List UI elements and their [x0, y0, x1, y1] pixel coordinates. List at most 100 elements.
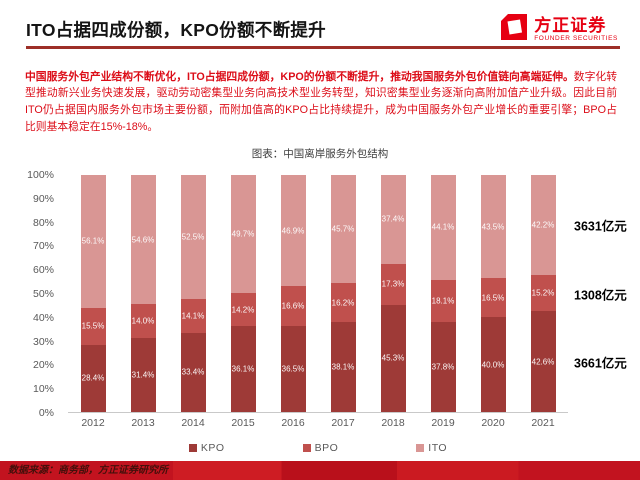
- y-tick-0: 0%: [38, 407, 54, 419]
- logo-subtitle: FOUNDER SECURITIES: [534, 34, 618, 42]
- annotation-ito: 3631亿元: [574, 219, 627, 234]
- data-source-note: 数据来源：商务部，方正证券研究所: [8, 465, 168, 476]
- segment-ito-2018: 37.4%: [380, 175, 406, 264]
- segment-kpo-2013: 31.4%: [130, 337, 156, 412]
- segment-value-label: 45.3%: [381, 353, 405, 363]
- segment-bpo-2016: 16.6%: [280, 286, 306, 326]
- segment-bpo-2015: 14.2%: [230, 292, 256, 327]
- bar-2020: 40.0% 16.5% 43.5%: [480, 175, 506, 412]
- x-tick-2015: 2015: [231, 417, 255, 429]
- segment-value-label: 36.5%: [281, 364, 305, 374]
- founder-securities-logo: 方正证券 FOUNDER SECURITIES: [499, 12, 618, 47]
- legend-item-bpo: BPO: [302, 442, 339, 454]
- segment-value-label: 40.0%: [481, 360, 505, 370]
- segment-value-label: 15.5%: [81, 321, 105, 331]
- title-underline: [26, 46, 620, 49]
- segment-value-label: 17.3%: [381, 279, 405, 289]
- footer-band: 数据来源：商务部，方正证券研究所: [0, 461, 640, 480]
- segment-kpo-2016: 36.5%: [280, 325, 306, 412]
- segment-bpo-2020: 16.5%: [480, 278, 506, 318]
- plot-area: 28.4% 15.5% 56.1% 31.4% 14.0% 54.6% 33.4% 14.1%…: [68, 175, 568, 413]
- y-axis: 0% 10% 20% 30% 40% 50% 60% 70% 80% 90% 100%: [14, 169, 58, 419]
- segment-kpo-2014: 33.4%: [180, 332, 206, 412]
- segment-value-label: 16.6%: [281, 301, 305, 311]
- segment-value-label: 14.1%: [181, 311, 205, 321]
- segment-ito-2016: 46.9%: [280, 175, 306, 287]
- bar-2012: 28.4% 15.5% 56.1%: [80, 175, 106, 412]
- segment-bpo-2017: 16.2%: [330, 283, 356, 322]
- segment-kpo-2018: 45.3%: [380, 304, 406, 412]
- segment-bpo-2014: 14.1%: [180, 299, 206, 333]
- segment-value-label: 37.8%: [431, 362, 455, 372]
- x-tick-2014: 2014: [181, 417, 205, 429]
- segment-ito-2013: 54.6%: [130, 175, 156, 305]
- annotation-bpo: 1308亿元: [574, 288, 627, 303]
- x-tick-2013: 2013: [131, 417, 155, 429]
- legend-label-ito: ITO: [428, 442, 448, 454]
- bar-2017: 38.1% 16.2% 45.7%: [330, 175, 356, 412]
- segment-value-label: 42.2%: [531, 220, 555, 230]
- x-tick-2019: 2019: [431, 417, 455, 429]
- segment-ito-2017: 45.7%: [330, 175, 356, 284]
- legend-item-ito: ITO: [416, 442, 447, 454]
- segment-value-label: 18.1%: [431, 296, 455, 306]
- bar-2018: 45.3% 17.3% 37.4%: [380, 175, 406, 412]
- page-title: ITO占据四成份额，KPO份额不断提升: [26, 20, 326, 40]
- x-tick-2017: 2017: [331, 417, 355, 429]
- y-tick-90: 90%: [32, 192, 54, 205]
- segment-ito-2015: 49.7%: [230, 175, 256, 293]
- segment-value-label: 42.6%: [531, 357, 555, 367]
- segment-value-label: 31.4%: [131, 370, 155, 380]
- segment-ito-2012: 56.1%: [80, 175, 106, 308]
- segment-bpo-2012: 15.5%: [80, 307, 106, 345]
- x-axis: 2012 2013 2014 2015 2016 2017 2018 2019 2020 2021: [68, 417, 568, 429]
- segment-value-label: 38.1%: [331, 362, 355, 372]
- legend-swatch-ito: [416, 444, 425, 452]
- chart-legend: KPO BPO ITO: [68, 442, 568, 454]
- segment-value-label: 49.7%: [231, 229, 255, 239]
- segment-value-label: 33.4%: [181, 367, 205, 377]
- segment-kpo-2017: 38.1%: [330, 321, 356, 412]
- segment-kpo-2019: 37.8%: [430, 322, 456, 412]
- segment-value-label: 15.2%: [531, 288, 555, 298]
- segment-value-label: 14.2%: [231, 305, 255, 315]
- segment-value-label: 56.1%: [81, 236, 105, 246]
- y-tick-70: 70%: [32, 240, 54, 253]
- y-tick-40: 40%: [32, 311, 54, 324]
- legend-swatch-kpo: [188, 444, 197, 452]
- bar-2016: 36.5% 16.6% 46.9%: [280, 175, 306, 412]
- summary-paragraph: 中国服务外包产业结构不断优化，ITO占据四成份额，KPO的份额不断提升，推动我国…: [25, 69, 617, 135]
- segment-value-label: 16.5%: [481, 293, 505, 303]
- y-tick-50: 50%: [32, 288, 54, 300]
- segment-ito-2019: 44.1%: [430, 175, 456, 280]
- y-tick-30: 30%: [32, 335, 54, 348]
- segment-value-label: 36.1%: [231, 364, 255, 374]
- bar-2019: 37.8% 18.1% 44.1%: [430, 175, 456, 412]
- summary-lead: 中国服务外包产业结构不断优化，ITO占据四成份额，KPO的份额不断提升，推动我国…: [25, 70, 574, 83]
- y-tick-10: 10%: [32, 383, 54, 396]
- bar-2013: 31.4% 14.0% 54.6%: [130, 175, 156, 412]
- y-tick-100: 100%: [27, 169, 54, 181]
- segment-bpo-2013: 14.0%: [130, 304, 156, 338]
- annotation-kpo: 3661亿元: [574, 356, 627, 371]
- bar-2021: 42.6% 15.2% 42.2%: [530, 175, 556, 412]
- segment-kpo-2012: 28.4%: [80, 344, 106, 412]
- segment-value-label: 16.2%: [331, 298, 355, 307]
- segment-ito-2020: 43.5%: [480, 175, 506, 279]
- segment-value-label: 44.1%: [431, 222, 455, 232]
- y-tick-80: 80%: [32, 216, 54, 229]
- y-tick-20: 20%: [32, 359, 54, 372]
- y-tick-60: 60%: [32, 264, 54, 277]
- summary-body: 数字化转型推动新兴业务快速发展，驱动劳动密集型业务向高技术型业务转型，知识密集型…: [25, 70, 617, 133]
- x-tick-2018: 2018: [381, 417, 405, 429]
- x-tick-2021: 2021: [531, 417, 555, 429]
- legend-swatch-bpo: [302, 444, 311, 452]
- segment-value-label: 54.6%: [131, 235, 155, 245]
- chart-title: 图表：中国离岸服务外包结构: [251, 148, 389, 160]
- legend-label-kpo: KPO: [200, 442, 225, 454]
- segment-bpo-2021: 15.2%: [530, 275, 556, 312]
- segment-ito-2014: 52.5%: [180, 175, 206, 300]
- x-tick-2016: 2016: [281, 417, 305, 429]
- segment-value-label: 46.9%: [281, 226, 305, 236]
